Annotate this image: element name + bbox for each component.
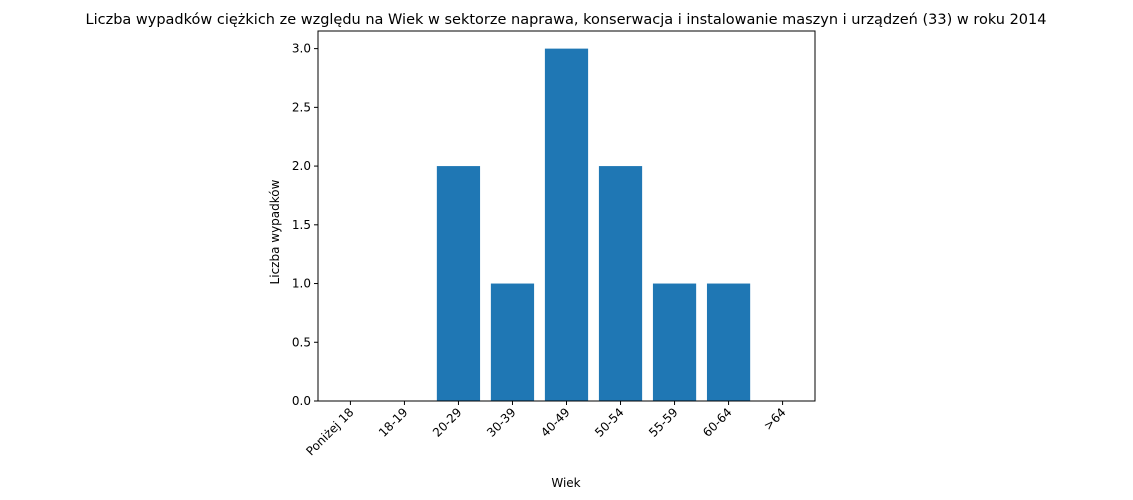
x-axis-title: Wiek	[551, 476, 580, 490]
y-tick-label-6: 3.0	[292, 42, 311, 56]
y-tick-label-4: 2.0	[292, 159, 311, 173]
bar-2	[436, 166, 481, 401]
bar-5	[598, 166, 643, 401]
x-tick-label-8: >64	[761, 405, 789, 433]
x-tick-label-2: 20-29	[430, 405, 465, 440]
y-tick-label-1: 0.5	[292, 335, 311, 349]
bar-3	[490, 283, 535, 401]
bar-6	[652, 283, 697, 401]
y-tick-label-2: 1.0	[292, 277, 311, 291]
x-tick-label-0: Poniżej 18	[303, 405, 356, 458]
x-tick-label-6: 55-59	[646, 405, 681, 440]
x-axis-ticks: Poniżej 18 18-19 20-29 30-39 40-49 50-54 55-59…	[303, 401, 789, 458]
y-tick-label-5: 2.5	[292, 100, 311, 114]
plot-frame	[317, 30, 816, 402]
bar-7	[706, 283, 751, 401]
x-tick-label-5: 50-54	[592, 405, 627, 440]
x-tick-label-4: 40-49	[538, 405, 573, 440]
x-tick-label-3: 30-39	[484, 405, 519, 440]
x-tick-label-1: 18-19	[376, 405, 411, 440]
bar-4	[544, 48, 589, 401]
chart-title: Liczba wypadków ciężkich ze względu na W…	[86, 12, 1047, 28]
y-tick-label-3: 1.5	[292, 218, 311, 232]
y-axis-ticks: 0.0 0.5 1.0 1.5 2.0 2.5 3.0	[292, 42, 318, 408]
y-axis-title: Liczba wypadków	[268, 179, 282, 284]
x-tick-label-7: 60-64	[700, 405, 735, 440]
bars-group	[436, 48, 751, 401]
y-tick-label-0: 0.0	[292, 394, 311, 408]
